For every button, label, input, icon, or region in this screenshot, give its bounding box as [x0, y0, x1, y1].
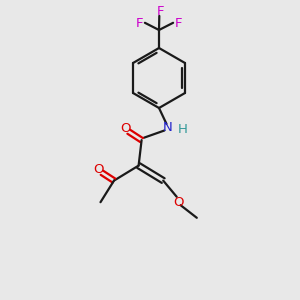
Text: F: F [157, 5, 164, 18]
Text: O: O [173, 196, 184, 209]
Text: N: N [163, 121, 173, 134]
Text: H: H [178, 123, 187, 136]
Text: O: O [120, 122, 130, 135]
Text: F: F [136, 17, 143, 30]
Text: O: O [93, 163, 104, 176]
Text: F: F [175, 17, 182, 30]
